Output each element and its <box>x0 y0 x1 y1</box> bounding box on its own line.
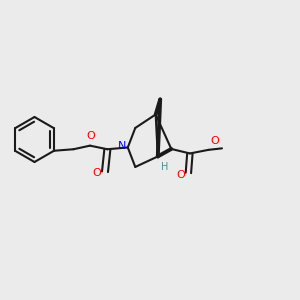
Text: N: N <box>118 141 126 151</box>
Text: O: O <box>210 136 219 146</box>
Text: O: O <box>86 131 95 141</box>
Text: H: H <box>161 162 169 172</box>
Text: O: O <box>177 170 185 180</box>
Text: O: O <box>93 168 101 178</box>
